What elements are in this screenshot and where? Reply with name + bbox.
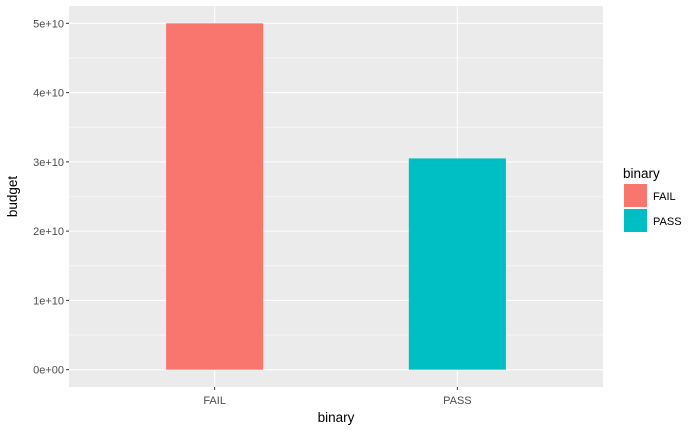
legend-label-fail: FAIL — [653, 191, 676, 203]
y-tick-label: 3e+10 — [33, 157, 64, 169]
y-tick-label: 5e+10 — [33, 18, 64, 30]
y-tick-label: 2e+10 — [33, 226, 64, 238]
y-tick-label: 4e+10 — [33, 88, 64, 100]
bar-pass — [408, 158, 506, 370]
y-axis-title: budget — [5, 176, 20, 218]
x-tick-label: FAIL — [203, 395, 226, 407]
x-tick-label: PASS — [443, 395, 472, 407]
legend-title: binary — [623, 166, 660, 181]
legend-key-pass — [624, 209, 647, 232]
y-tick-label: 0e+00 — [33, 365, 64, 377]
minor-gridlines — [69, 57, 603, 336]
y-axis: 0e+00 1e+10 2e+10 3e+10 4e+10 5e+10 — [33, 18, 69, 377]
y-tick-label: 1e+10 — [33, 295, 64, 307]
x-axis: FAIL PASS — [203, 387, 472, 407]
x-axis-title: binary — [318, 410, 355, 425]
legend: binary FAIL PASS — [623, 166, 682, 232]
bar-fail — [166, 23, 264, 370]
legend-key-fail — [624, 184, 647, 207]
major-gridlines — [69, 6, 603, 387]
legend-label-pass: PASS — [653, 216, 682, 228]
bars — [166, 23, 506, 370]
